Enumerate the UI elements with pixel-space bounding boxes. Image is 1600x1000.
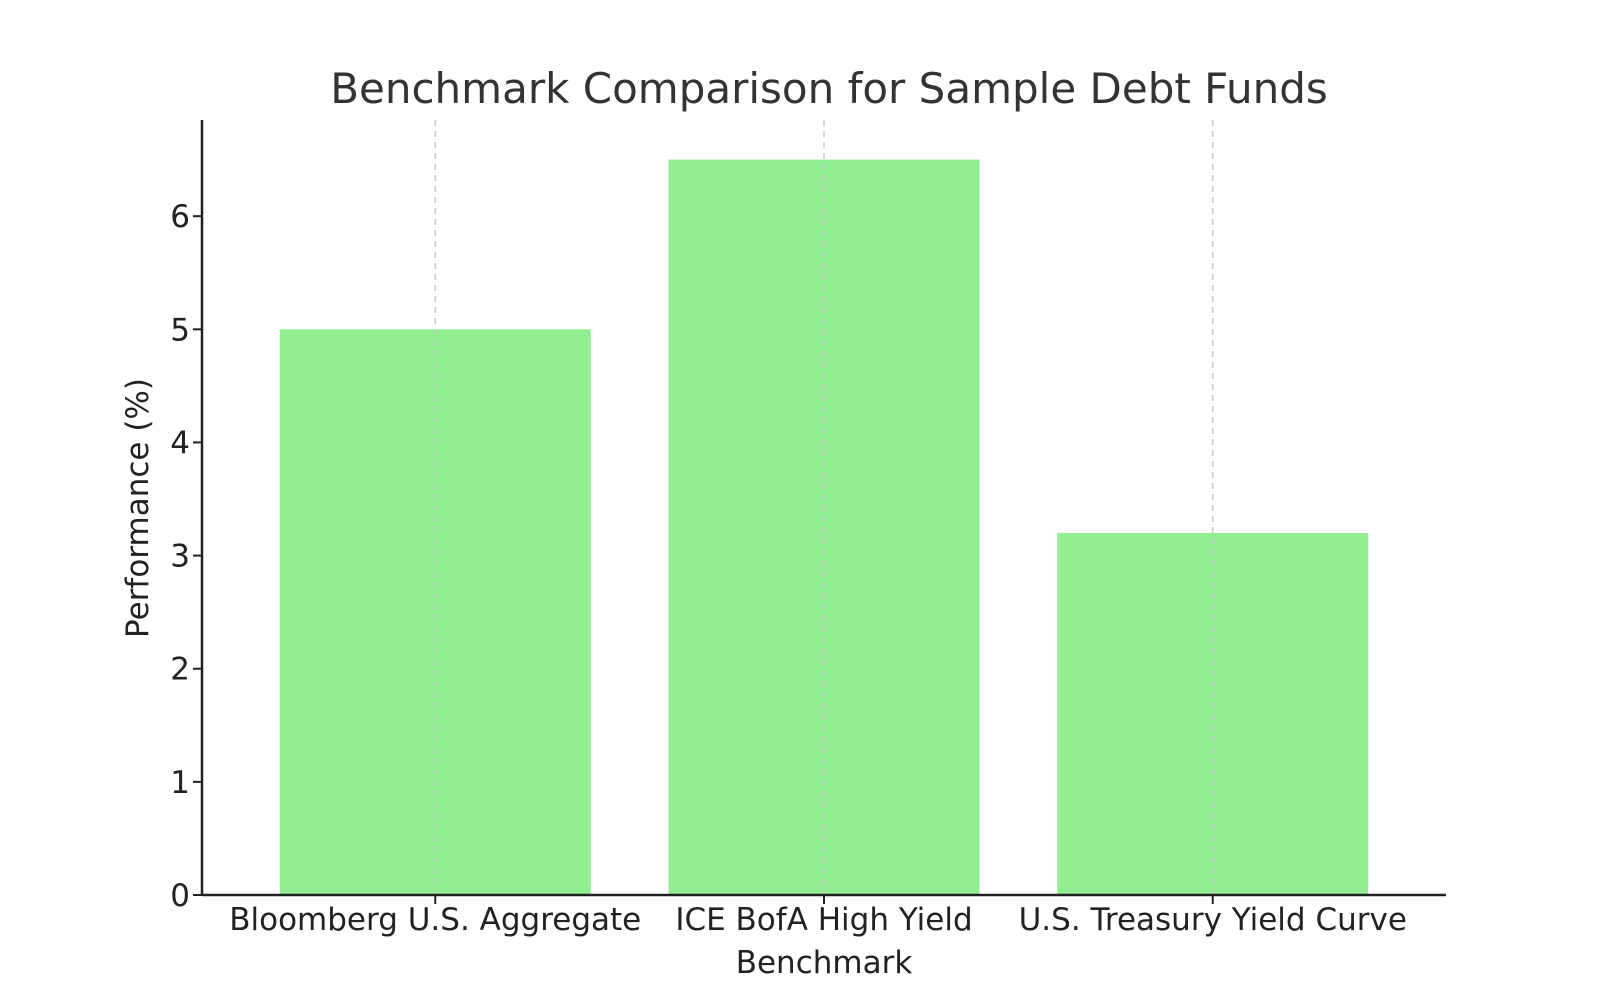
x-tick-label: ICE BofA High Yield xyxy=(675,902,972,938)
bar-1 xyxy=(279,329,591,895)
y-ticks: 0 1 2 3 4 5 6 xyxy=(170,199,202,914)
y-tick-label: 2 xyxy=(170,652,190,688)
y-tick-label: 1 xyxy=(170,765,190,801)
y-tick-label: 0 xyxy=(170,878,190,914)
chart-title: Benchmark Comparison for Sample Debt Fun… xyxy=(330,64,1328,113)
x-tick-label: Bloomberg U.S. Aggregate xyxy=(229,902,641,938)
y-axis-label: Performance (%) xyxy=(120,378,156,638)
y-tick-label: 3 xyxy=(170,539,190,575)
y-tick-label: 6 xyxy=(170,199,190,235)
grid-lines xyxy=(434,120,1214,895)
y-tick-label: 4 xyxy=(170,425,190,461)
x-ticks: Bloomberg U.S. Aggregate ICE BofA High Yi… xyxy=(229,895,1407,938)
x-tick-label: U.S. Treasury Yield Curve xyxy=(1019,902,1407,938)
x-axis-label: Benchmark xyxy=(736,945,913,981)
y-tick-label: 5 xyxy=(170,312,190,348)
